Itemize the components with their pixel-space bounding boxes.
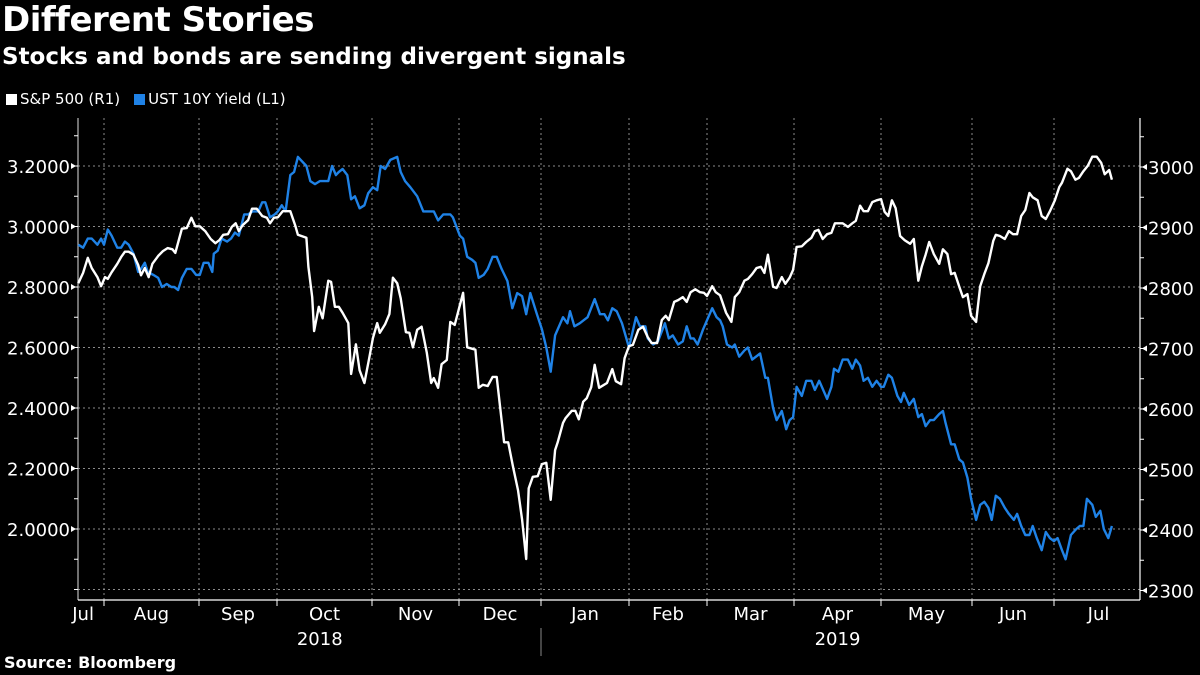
legend-item-ust10y: UST 10Y Yield (L1): [134, 90, 286, 108]
right-axis-marker: [1142, 587, 1147, 594]
left-axis-tick-label: 2.4000: [7, 399, 70, 420]
x-axis-month-label: Aug: [134, 604, 169, 625]
source-note: Source: Bloomberg: [4, 653, 177, 672]
x-axis-year-label: 2019: [815, 629, 861, 650]
right-axis-tick-label: 3000: [1148, 158, 1194, 179]
gridlines: [78, 118, 1140, 600]
x-axis-month-label: Jan: [570, 604, 599, 625]
chart-title: Different Stories: [2, 0, 314, 40]
series-line-sp500: [77, 155, 1114, 561]
right-axis-tick-label: 2800: [1148, 279, 1194, 300]
left-axis-tick-label: 2.2000: [7, 460, 70, 481]
series-line-ust10y: [77, 155, 1114, 561]
left-axis-marker: [71, 223, 76, 230]
x-axis-month-label: Apr: [822, 604, 854, 625]
left-axis-tick-label: 2.6000: [7, 339, 70, 360]
left-axis-marker: [71, 284, 76, 290]
x-axis-month-label: Oct: [309, 604, 340, 625]
left-axis-marker: [71, 344, 76, 351]
legend-label-ust10y: UST 10Y Yield (L1): [148, 90, 286, 108]
left-axis-tick-label: 3.0000: [7, 218, 70, 239]
right-axis-marker: [1142, 224, 1147, 231]
left-axis-marker: [71, 526, 76, 532]
right-axis-tick-label: 2500: [1148, 461, 1194, 482]
legend-label-sp500: S&P 500 (R1): [20, 90, 121, 108]
right-axis-marker: [1142, 164, 1147, 170]
x-axis-month-label: Feb: [652, 604, 684, 625]
x-axis-month-label: Jul: [1087, 604, 1110, 625]
x-axis-month-label: Mar: [734, 604, 769, 625]
right-axis-marker: [1142, 406, 1147, 412]
left-axis-tick-label: 2.8000: [7, 278, 70, 299]
axis-labels: 3.2000 3.0000 2.8000 2.6000 2.4000 2.2000 2.00…: [7, 157, 1194, 650]
legend: S&P 500 (R1) UST 10Y Yield (L1): [6, 90, 286, 108]
axes: [71, 118, 1147, 656]
x-axis-month-label: Jul: [71, 604, 94, 625]
left-axis-marker: [71, 405, 76, 411]
legend-item-sp500: S&P 500 (R1): [6, 90, 120, 108]
right-axis-tick-label: 2700: [1148, 340, 1194, 361]
right-axis-tick-label: 2900: [1148, 219, 1194, 240]
left-axis-tick-label: 3.2000: [7, 157, 70, 178]
legend-swatch-ust10y: [134, 93, 146, 105]
chart-subtitle: Stocks and bonds are sending divergent s…: [2, 44, 626, 70]
series-lines: [77, 155, 1114, 561]
right-axis-tick-label: 2300: [1148, 582, 1194, 603]
left-axis-marker: [71, 163, 76, 169]
right-axis-tick-label: 2400: [1148, 521, 1194, 542]
legend-swatch-sp500: [6, 93, 17, 105]
x-axis-month-label: Sep: [221, 604, 255, 625]
left-axis-marker: [71, 465, 76, 472]
x-axis-year-label: 2018: [297, 629, 343, 650]
right-axis-marker: [1142, 345, 1147, 352]
left-axis-tick-label: 2.0000: [7, 520, 70, 541]
x-axis-month-label: Dec: [483, 604, 518, 625]
x-axis-month-label: Jun: [998, 604, 1027, 625]
x-axis-month-label: May: [908, 604, 946, 625]
right-axis-marker: [1142, 466, 1147, 473]
right-axis-tick-label: 2600: [1148, 400, 1194, 421]
x-axis-month-label: Nov: [398, 604, 433, 625]
right-axis-marker: [1142, 285, 1147, 291]
right-axis-marker: [1142, 527, 1147, 533]
